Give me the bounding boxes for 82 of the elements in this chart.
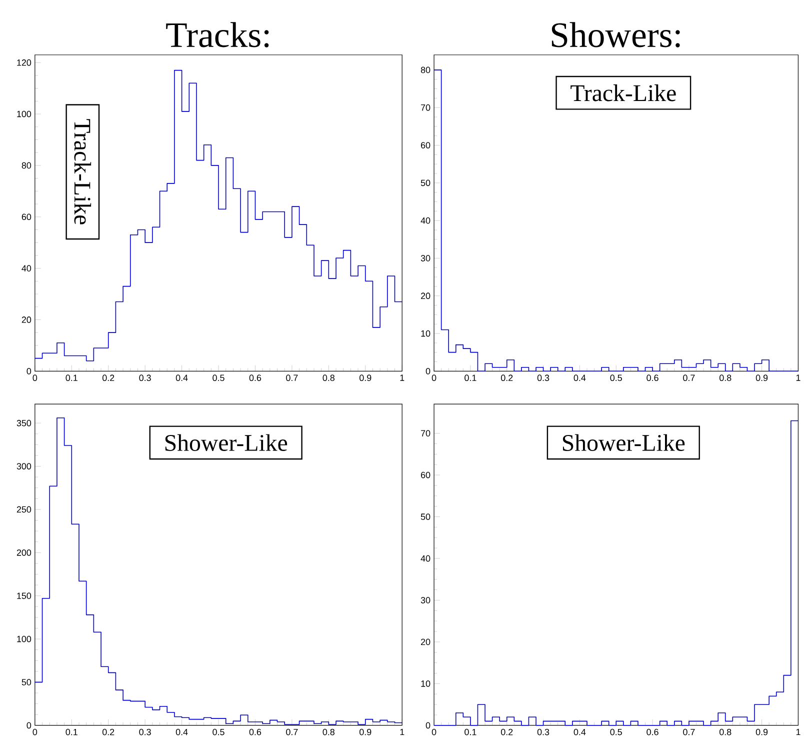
x-tick-label: 0.5 — [610, 374, 622, 381]
x-tick-label: 0.8 — [322, 728, 334, 736]
x-tick-label: 0.4 — [176, 374, 188, 381]
x-tick-label: 0.7 — [683, 728, 695, 736]
x-tick-label: 0.3 — [537, 374, 550, 381]
x-tick-label: 0.7 — [683, 374, 695, 381]
x-tick-label: 0.5 — [212, 728, 224, 736]
x-tick-label: 0.9 — [360, 728, 372, 736]
x-tick-label: 0.9 — [756, 728, 768, 736]
x-tick-label: 0.6 — [249, 374, 262, 381]
y-tick-label: 50 — [420, 180, 430, 186]
y-tick-label: 10 — [421, 330, 430, 337]
x-tick-label: 0.3 — [139, 728, 151, 736]
x-tick-label: 0.7 — [286, 374, 298, 381]
x-tick-label: 0 — [32, 728, 38, 736]
x-tick-label: 0.6 — [249, 728, 262, 736]
y-tick-label: 0 — [26, 368, 32, 374]
x-tick-label: 0 — [432, 374, 436, 381]
x-tick-label: 0.9 — [360, 374, 372, 381]
y-tick-label: 40 — [22, 264, 32, 272]
y-tick-label: 200 — [16, 549, 32, 556]
y-tick-label: 60 — [421, 472, 430, 478]
y-tick-label: 80 — [22, 162, 32, 168]
x-tick-label: 0.9 — [756, 374, 768, 381]
y-tick-label: 60 — [22, 214, 32, 220]
x-tick-label: 0.2 — [102, 374, 114, 381]
y-tick-label: 20 — [22, 316, 32, 323]
y-tick-label: 80 — [420, 66, 430, 73]
x-tick-label: 0.8 — [720, 374, 732, 381]
y-tick-label: 50 — [420, 513, 430, 520]
x-tick-label: 0.3 — [537, 728, 550, 736]
y-tick-label: 100 — [17, 636, 32, 642]
x-tick-label: 0.5 — [212, 374, 224, 381]
x-tick-label: 0.1 — [464, 374, 476, 381]
annotation: Shower-Like — [165, 434, 288, 451]
x-tick-label: 0.8 — [322, 374, 334, 381]
chart-title: Tracks: — [166, 22, 269, 48]
y-tick-label: 60 — [421, 142, 430, 148]
y-tick-label: 20 — [421, 638, 430, 645]
y-tick-label: 30 — [420, 254, 430, 262]
y-tick-label: 0 — [426, 368, 430, 374]
annotation: Shower-Like — [562, 434, 685, 451]
x-tick-label: 0.3 — [139, 374, 151, 381]
y-tick-label: 40 — [420, 555, 430, 562]
y-tick-label: 0 — [26, 722, 32, 728]
x-tick-label: 0.6 — [646, 374, 658, 381]
y-tick-label: 250 — [16, 506, 32, 512]
y-tick-label: 10 — [421, 680, 430, 687]
x-tick-label: 1 — [400, 374, 404, 381]
y-tick-label: 300 — [16, 462, 32, 470]
y-tick-label: 70 — [421, 104, 430, 111]
chart-title: Showers: — [552, 22, 680, 48]
y-tick-label: 40 — [420, 217, 430, 224]
x-tick-label: 0.2 — [500, 374, 513, 381]
x-tick-label: 0.1 — [464, 728, 476, 736]
x-tick-label: 0.4 — [574, 374, 586, 381]
x-tick-label: 0.2 — [500, 728, 513, 736]
y-tick-label: 20 — [421, 292, 430, 299]
y-tick-label: 150 — [17, 592, 32, 599]
x-tick-label: 0.4 — [574, 728, 586, 736]
x-tick-label: 0 — [32, 374, 38, 381]
x-tick-label: 0.2 — [102, 728, 114, 736]
annotation: Track-Like — [74, 118, 92, 224]
x-tick-label: 0.8 — [720, 728, 732, 736]
y-tick-label: 50 — [22, 678, 32, 686]
y-tick-label: 30 — [420, 596, 430, 604]
y-tick-label: 350 — [16, 420, 32, 426]
x-tick-label: 1 — [796, 728, 800, 735]
x-tick-label: 1 — [796, 374, 800, 381]
y-tick-label: 70 — [421, 430, 430, 436]
x-tick-label: 0.1 — [66, 728, 78, 736]
x-tick-label: 0.7 — [286, 728, 298, 736]
annotation: Track-Like — [570, 84, 676, 102]
y-tick-label: 0 — [426, 722, 430, 728]
y-tick-label: 100 — [17, 110, 32, 118]
x-tick-label: 0.4 — [176, 728, 188, 736]
x-tick-label: 0 — [432, 728, 436, 736]
x-tick-label: 0.5 — [610, 728, 622, 736]
x-tick-label: 0.1 — [66, 374, 78, 381]
x-tick-label: 0.6 — [646, 728, 658, 736]
y-tick-label: 120 — [17, 59, 32, 66]
x-tick-label: 1 — [400, 728, 404, 735]
